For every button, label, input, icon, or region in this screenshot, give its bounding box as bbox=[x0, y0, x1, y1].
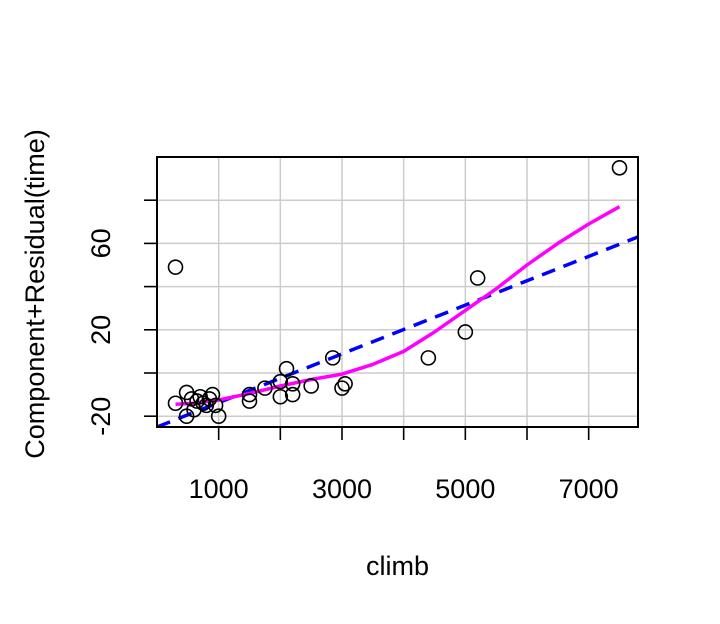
x-tick-label: 3000 bbox=[312, 474, 372, 504]
x-tick-label: 5000 bbox=[435, 474, 495, 504]
data-point bbox=[278, 360, 295, 377]
data-point bbox=[334, 380, 350, 396]
data-point bbox=[167, 395, 184, 412]
data-point bbox=[272, 373, 289, 390]
plot-frame bbox=[156, 156, 639, 428]
y-axis: -20 20 60 bbox=[86, 199, 157, 436]
data-point bbox=[457, 324, 474, 340]
data-point bbox=[241, 393, 258, 409]
data-point bbox=[324, 350, 341, 366]
x-axis: 1000 3000 5000 7000 bbox=[189, 427, 619, 504]
data-point bbox=[469, 270, 486, 286]
data-point bbox=[284, 375, 301, 392]
data-point bbox=[210, 408, 227, 425]
data-points bbox=[167, 160, 628, 425]
data-point bbox=[189, 393, 205, 409]
y-axis-label: Component+Residual(time) bbox=[20, 129, 50, 458]
linear-fit-line bbox=[157, 235, 638, 427]
linear-fit-layer bbox=[157, 235, 638, 427]
data-point bbox=[303, 378, 319, 394]
smooth-fit-layer bbox=[175, 205, 621, 407]
y-tick-label: -20 bbox=[86, 397, 116, 436]
x-tick-label: 7000 bbox=[559, 474, 619, 504]
x-axis-label: climb bbox=[366, 551, 429, 581]
data-point bbox=[420, 350, 437, 366]
grid-lines bbox=[157, 157, 638, 427]
data-point bbox=[167, 259, 184, 275]
y-tick-label: 20 bbox=[86, 315, 116, 345]
data-point bbox=[204, 386, 221, 403]
data-point bbox=[241, 386, 258, 403]
data-point bbox=[611, 160, 628, 176]
data-point bbox=[257, 380, 273, 396]
data-point bbox=[284, 386, 301, 403]
data-point bbox=[207, 397, 224, 414]
data-point bbox=[337, 375, 353, 392]
data-point bbox=[272, 388, 289, 405]
x-tick-label: 1000 bbox=[189, 474, 249, 504]
y-tick-label: 60 bbox=[86, 228, 116, 258]
smooth-fit-line bbox=[175, 205, 621, 407]
